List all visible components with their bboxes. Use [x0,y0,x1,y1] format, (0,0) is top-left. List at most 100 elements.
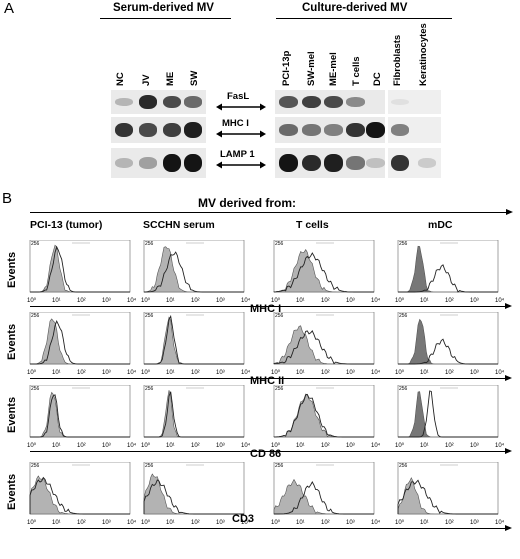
marker-arrowhead-icon [505,448,512,454]
x-tick-label: 10⁰ [27,442,37,449]
x-tick-label: 10⁰ [141,297,151,304]
x-tick-label: 10² [321,520,330,526]
x-tick-label: 10⁰ [271,369,281,376]
y-max-tick: 256 [275,241,284,247]
x-tick-label: 10⁴ [495,297,504,304]
serum-title-underline [100,18,231,19]
x-tick-label: 10² [321,370,330,376]
x-tick-label: 10⁰ [141,519,151,526]
blot-band [346,156,365,170]
y-max-tick: 256 [31,386,40,392]
culture-blot-row-2 [275,148,385,178]
y-max-tick: 256 [31,313,40,319]
x-tick-label: 10³ [346,370,355,376]
y-max-tick: 256 [275,386,284,392]
x-tick-label: 10¹ [420,370,429,376]
blot-band [302,124,321,136]
blot-band [184,154,202,172]
panel-b-title-arrowhead [506,209,513,215]
y-max-tick: 256 [399,463,408,469]
x-tick-label: 10¹ [166,443,175,449]
double-arrow-icon [216,161,266,169]
blot-band [163,154,181,172]
column-header-1: SCCHN serum [143,219,215,231]
culture-derived-title: Culture-derived MV [302,2,408,14]
extra-blot-row-0 [388,90,441,114]
x-tick-label: 10⁴ [241,442,250,449]
events-axis-label: Events [6,323,18,360]
lane-label-me-mel: ME-mel [328,52,339,86]
blot-band [302,154,321,172]
marker-label-mhc-ii: MHC II [250,375,285,387]
x-tick-label: 10³ [470,443,479,449]
x-tick-label: 10⁰ [271,297,281,304]
histogram-r0-c0: 256 10⁰ 10¹ 10² 10³ 10⁴ [27,240,136,304]
histogram-r3-c3: 256 10⁰ 10¹ 10² 10³ 10⁴ [395,462,504,526]
x-tick-label: 10⁴ [127,442,136,449]
lane-label-sw: SW [189,70,200,86]
histogram-r1-c1: 256 10⁰ 10¹ 10² 10³ 10⁴ [141,312,250,376]
double-arrow-icon [216,130,266,138]
double-arrow-icon [216,103,266,111]
x-tick-label: 10⁰ [395,369,405,376]
serum-derived-title: Serum-derived MV [113,2,214,14]
blot-band [139,157,157,169]
blot-band [418,158,436,168]
culture-title-underline [276,18,452,19]
blot-band [163,123,181,137]
blot-band [279,124,298,136]
x-tick-label: 10⁴ [241,519,250,526]
blot-band [346,122,365,138]
histogram-r2-c0: 256 10⁰ 10¹ 10² 10³ 10⁴ [27,385,136,449]
marker-arrow-line [30,378,506,379]
blot-band [391,98,409,106]
x-tick-label: 10⁴ [495,519,504,526]
histogram-r2-c2: 256 10⁰ 10¹ 10² 10³ 10⁴ [271,385,380,449]
x-tick-label: 10¹ [420,520,429,526]
column-header-0: PCI-13 (tumor) [30,219,103,231]
x-tick-label: 10² [321,443,330,449]
x-tick-label: 10⁰ [395,519,405,526]
culture-blot-row-1 [275,117,385,143]
x-tick-label: 10³ [216,443,225,449]
blot-band [184,96,202,108]
events-axis-label: Events [6,251,18,288]
x-tick-label: 10⁰ [395,297,405,304]
blot-band [139,95,157,109]
marker-label-mhc-i: MHC I [250,303,282,315]
x-tick-label: 10⁴ [495,369,504,376]
x-tick-label: 10¹ [166,520,175,526]
blot-band [324,124,343,136]
x-tick-label: 10¹ [296,298,305,304]
x-tick-label: 10³ [102,370,111,376]
x-tick-label: 10² [321,298,330,304]
histogram-r3-c1: 256 10⁰ 10¹ 10² 10³ 10⁴ [141,462,250,526]
x-tick-label: 10² [445,443,454,449]
x-tick-label: 10⁴ [127,519,136,526]
blot-band [366,122,385,138]
x-tick-label: 10³ [216,298,225,304]
x-tick-label: 10² [77,443,86,449]
y-max-tick: 256 [399,241,408,247]
x-tick-label: 10³ [346,298,355,304]
x-tick-label: 10² [77,520,86,526]
panel-b-letter: B [2,190,13,207]
x-tick-label: 10² [445,520,454,526]
blot-band [163,95,181,109]
lane-label-me: ME [165,71,176,86]
blot-band [346,97,365,107]
x-tick-label: 10⁴ [371,519,380,526]
x-tick-label: 10² [191,520,200,526]
x-tick-label: 10³ [470,298,479,304]
x-tick-label: 10⁰ [27,519,37,526]
lane-label-pci-13p: PCI-13p [281,50,292,86]
marker-arrowhead-icon [505,375,512,381]
x-tick-label: 10¹ [52,520,61,526]
x-tick-label: 10⁰ [141,369,151,376]
blot-band [366,158,385,168]
x-tick-label: 10¹ [420,298,429,304]
y-max-tick: 256 [399,386,408,392]
x-tick-label: 10² [191,370,200,376]
histogram-r1-c2: 256 10⁰ 10¹ 10² 10³ 10⁴ [271,312,380,376]
x-tick-label: 10¹ [296,520,305,526]
